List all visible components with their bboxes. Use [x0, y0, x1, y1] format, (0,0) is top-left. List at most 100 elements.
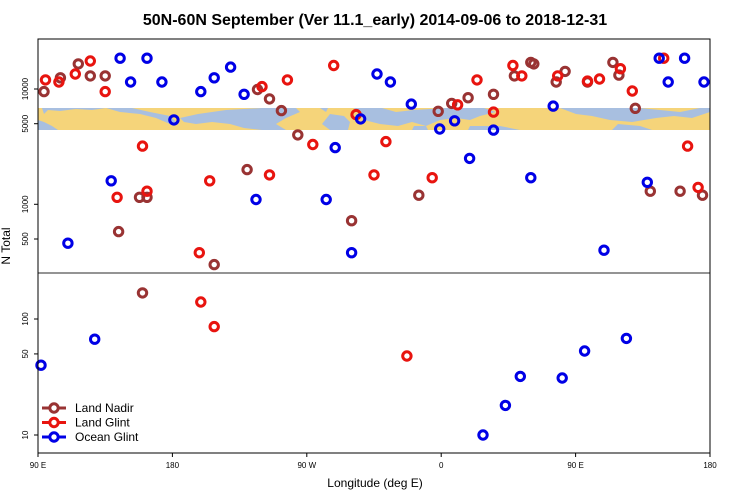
land-nadir-point	[84, 70, 97, 82]
map-landmass-10	[612, 124, 652, 130]
ocean-glint-point	[525, 172, 537, 184]
x-tick-label: 0	[439, 461, 444, 470]
x-tick-label: 90 E	[30, 461, 46, 470]
ocean-glint-point	[477, 429, 489, 441]
land-glint-point	[208, 320, 220, 333]
land-glint-point	[368, 169, 380, 181]
land-nadir-point	[550, 76, 562, 88]
x-tick-label: 180	[166, 461, 180, 470]
land-nadir-point	[141, 191, 153, 204]
land-nadir-point	[487, 88, 500, 101]
land-glint-point	[141, 185, 153, 197]
land-glint-point	[328, 59, 340, 72]
legend-marker-land-glint	[48, 416, 60, 429]
ocean-glint-point	[354, 113, 367, 125]
land-glint-point	[111, 191, 123, 204]
ocean-glint-point	[598, 244, 610, 256]
ocean-glint-point	[620, 332, 633, 345]
land-nadir-point	[99, 70, 111, 82]
land-nadir-point	[674, 185, 686, 197]
land-glint-point	[53, 76, 65, 88]
land-nadir-point	[446, 97, 458, 110]
ocean-glint-point	[514, 370, 526, 383]
land-glint-point	[204, 175, 216, 187]
legend-label-ocean-glint: Ocean Glint	[75, 430, 139, 444]
map-landmass-5	[320, 108, 328, 112]
map-landmass-7	[412, 126, 428, 130]
legend-label-land-nadir: Land Nadir	[75, 401, 134, 415]
y-tick-label: 50	[21, 349, 30, 358]
ocean-glint-point	[238, 88, 250, 101]
land-nadir-point	[462, 92, 474, 104]
ocean-glint-point	[578, 345, 591, 357]
legend-label-land-glint: Land Glint	[75, 416, 130, 430]
land-glint-point	[451, 99, 464, 111]
x-tick-label: 90 W	[297, 461, 316, 470]
land-glint-point	[136, 140, 149, 152]
legend-marker-land-nadir	[48, 402, 60, 414]
ocean-glint-point	[195, 85, 207, 98]
land-glint-point	[84, 55, 97, 67]
y-axis-label: N Total	[0, 227, 13, 264]
ocean-glint-point	[448, 115, 461, 127]
chart-title: 50N-60N September (Ver 11.1_early) 2014-…	[143, 12, 607, 29]
land-nadir-point	[629, 102, 641, 115]
ocean-glint-point	[224, 61, 237, 73]
ocean-glint-point	[487, 124, 500, 136]
ocean-glint-point	[114, 52, 126, 64]
land-glint-point	[380, 135, 392, 148]
land-glint-point	[471, 74, 483, 86]
land-glint-point	[658, 52, 670, 64]
ocean-glint-point	[641, 176, 653, 189]
map-landmass-6	[354, 108, 496, 126]
x-axis-label: Longitude (deg E)	[327, 476, 422, 490]
map-landmass-1	[38, 120, 58, 130]
map-land	[38, 108, 710, 130]
ocean-glint-point	[250, 193, 262, 206]
ocean-glint-point	[434, 123, 446, 135]
land-glint-point	[426, 172, 438, 184]
ocean-glint-point	[35, 359, 47, 371]
ocean-glint-point	[384, 76, 397, 88]
data-points	[35, 52, 710, 441]
land-nadir-point	[644, 185, 656, 197]
ocean-glint-point	[156, 76, 168, 88]
ocean-glint-point	[698, 76, 710, 88]
plot-frame	[37, 38, 711, 454]
y-tick-label: 10	[21, 430, 30, 439]
land-glint-point	[487, 106, 500, 118]
ocean-glint-point	[89, 333, 101, 345]
map-landmass-8	[468, 126, 520, 130]
land-nadir-point	[263, 93, 276, 105]
ocean-glint-point	[371, 68, 383, 80]
land-glint-point	[507, 59, 519, 72]
legend-marker-ocean-glint	[48, 431, 60, 443]
y-tick-label: 5000	[21, 114, 30, 132]
ocean-glint-point	[405, 98, 417, 110]
ocean-glint-point	[329, 141, 341, 154]
x-tick-label: 180	[703, 461, 717, 470]
world-map-strip	[38, 108, 710, 130]
land-glint-point	[256, 80, 268, 93]
land-glint-point	[195, 296, 207, 308]
ocean-glint-point	[124, 76, 137, 88]
x-tick-label: 90 E	[567, 461, 583, 470]
land-nadir-point	[275, 104, 288, 117]
land-nadir-point	[413, 189, 425, 201]
ocean-glint-point	[662, 76, 674, 88]
land-nadir-point	[38, 85, 50, 98]
land-glint-point	[626, 85, 638, 97]
map-landmass-4	[322, 114, 350, 130]
land-glint-point	[39, 74, 52, 86]
land-nadir-point	[208, 258, 220, 271]
ocean-glint-point	[463, 152, 476, 165]
land-glint-point	[552, 70, 564, 82]
land-glint-point	[692, 181, 704, 194]
y-axis: 500 1000 5000 10000 10 50 100	[21, 77, 38, 439]
ocean-glint-point	[345, 247, 358, 259]
land-glint-point	[307, 138, 319, 151]
y-tick-label: 10000	[21, 77, 30, 100]
land-nadir-point	[241, 163, 253, 176]
land-nadir-point	[72, 58, 85, 70]
